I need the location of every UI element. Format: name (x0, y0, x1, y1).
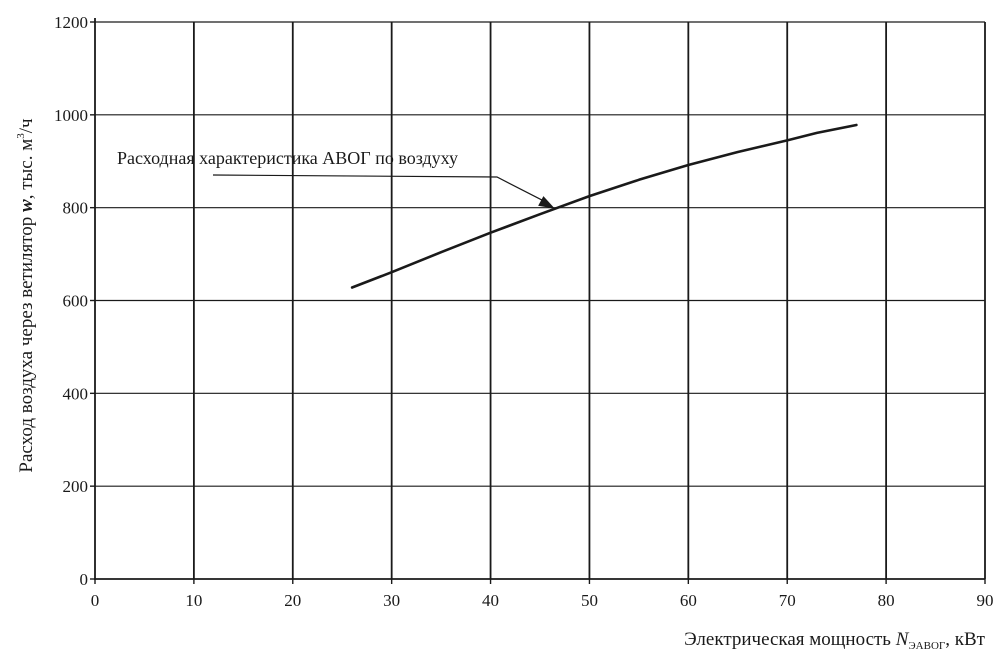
data-point (638, 179, 640, 181)
y-tick-label: 200 (63, 477, 89, 496)
x-axis-label: Электрическая мощность NЭАВОГ, кВт (684, 629, 986, 652)
x-tick-label: 20 (284, 591, 301, 610)
data-point (786, 139, 789, 142)
y-tick-label: 1200 (54, 13, 88, 32)
y-tick-label: 400 (63, 384, 89, 403)
data-point (855, 124, 858, 126)
annotation-arrowhead (538, 196, 555, 209)
x-tick-label: 70 (779, 591, 796, 610)
x-tick-label: 30 (383, 591, 400, 610)
y-tick-label: 800 (63, 199, 89, 218)
data-point (390, 271, 393, 273)
x-tick-label: 80 (878, 591, 895, 610)
series-line (350, 123, 858, 289)
series-layer (350, 123, 858, 289)
data-point (816, 132, 818, 134)
data-point (539, 213, 541, 215)
annotation-leader (212, 174, 550, 205)
x-tick-label: 50 (581, 591, 598, 610)
data-point (489, 231, 492, 234)
x-tick-label: 40 (482, 591, 499, 610)
data-point (588, 195, 591, 197)
annotation-text: Расходная характеристика АВОГ по воздуху (117, 148, 458, 168)
x-tick-label: 60 (680, 591, 697, 610)
y-tick-label: 0 (80, 570, 89, 589)
data-point (351, 286, 353, 289)
x-tick-label: 10 (185, 591, 202, 610)
y-tick-label: 600 (63, 292, 89, 311)
data-point (736, 151, 739, 153)
annotations: Расходная характеристика АВОГ по воздуху (117, 148, 555, 209)
x-tick-label: 90 (977, 591, 994, 610)
axes: 0 10 20 30 40 50 60 70 80 90 0 200 400 600 800 1000 1200 (54, 13, 994, 610)
y-tick-label: 1000 (54, 106, 88, 125)
grid (95, 21, 986, 579)
data-point (687, 164, 690, 166)
data-point (440, 251, 442, 254)
y-axis-label: Расход воздуха через ветилятор w, тыс. м… (15, 118, 37, 473)
x-tick-label: 0 (91, 591, 100, 610)
